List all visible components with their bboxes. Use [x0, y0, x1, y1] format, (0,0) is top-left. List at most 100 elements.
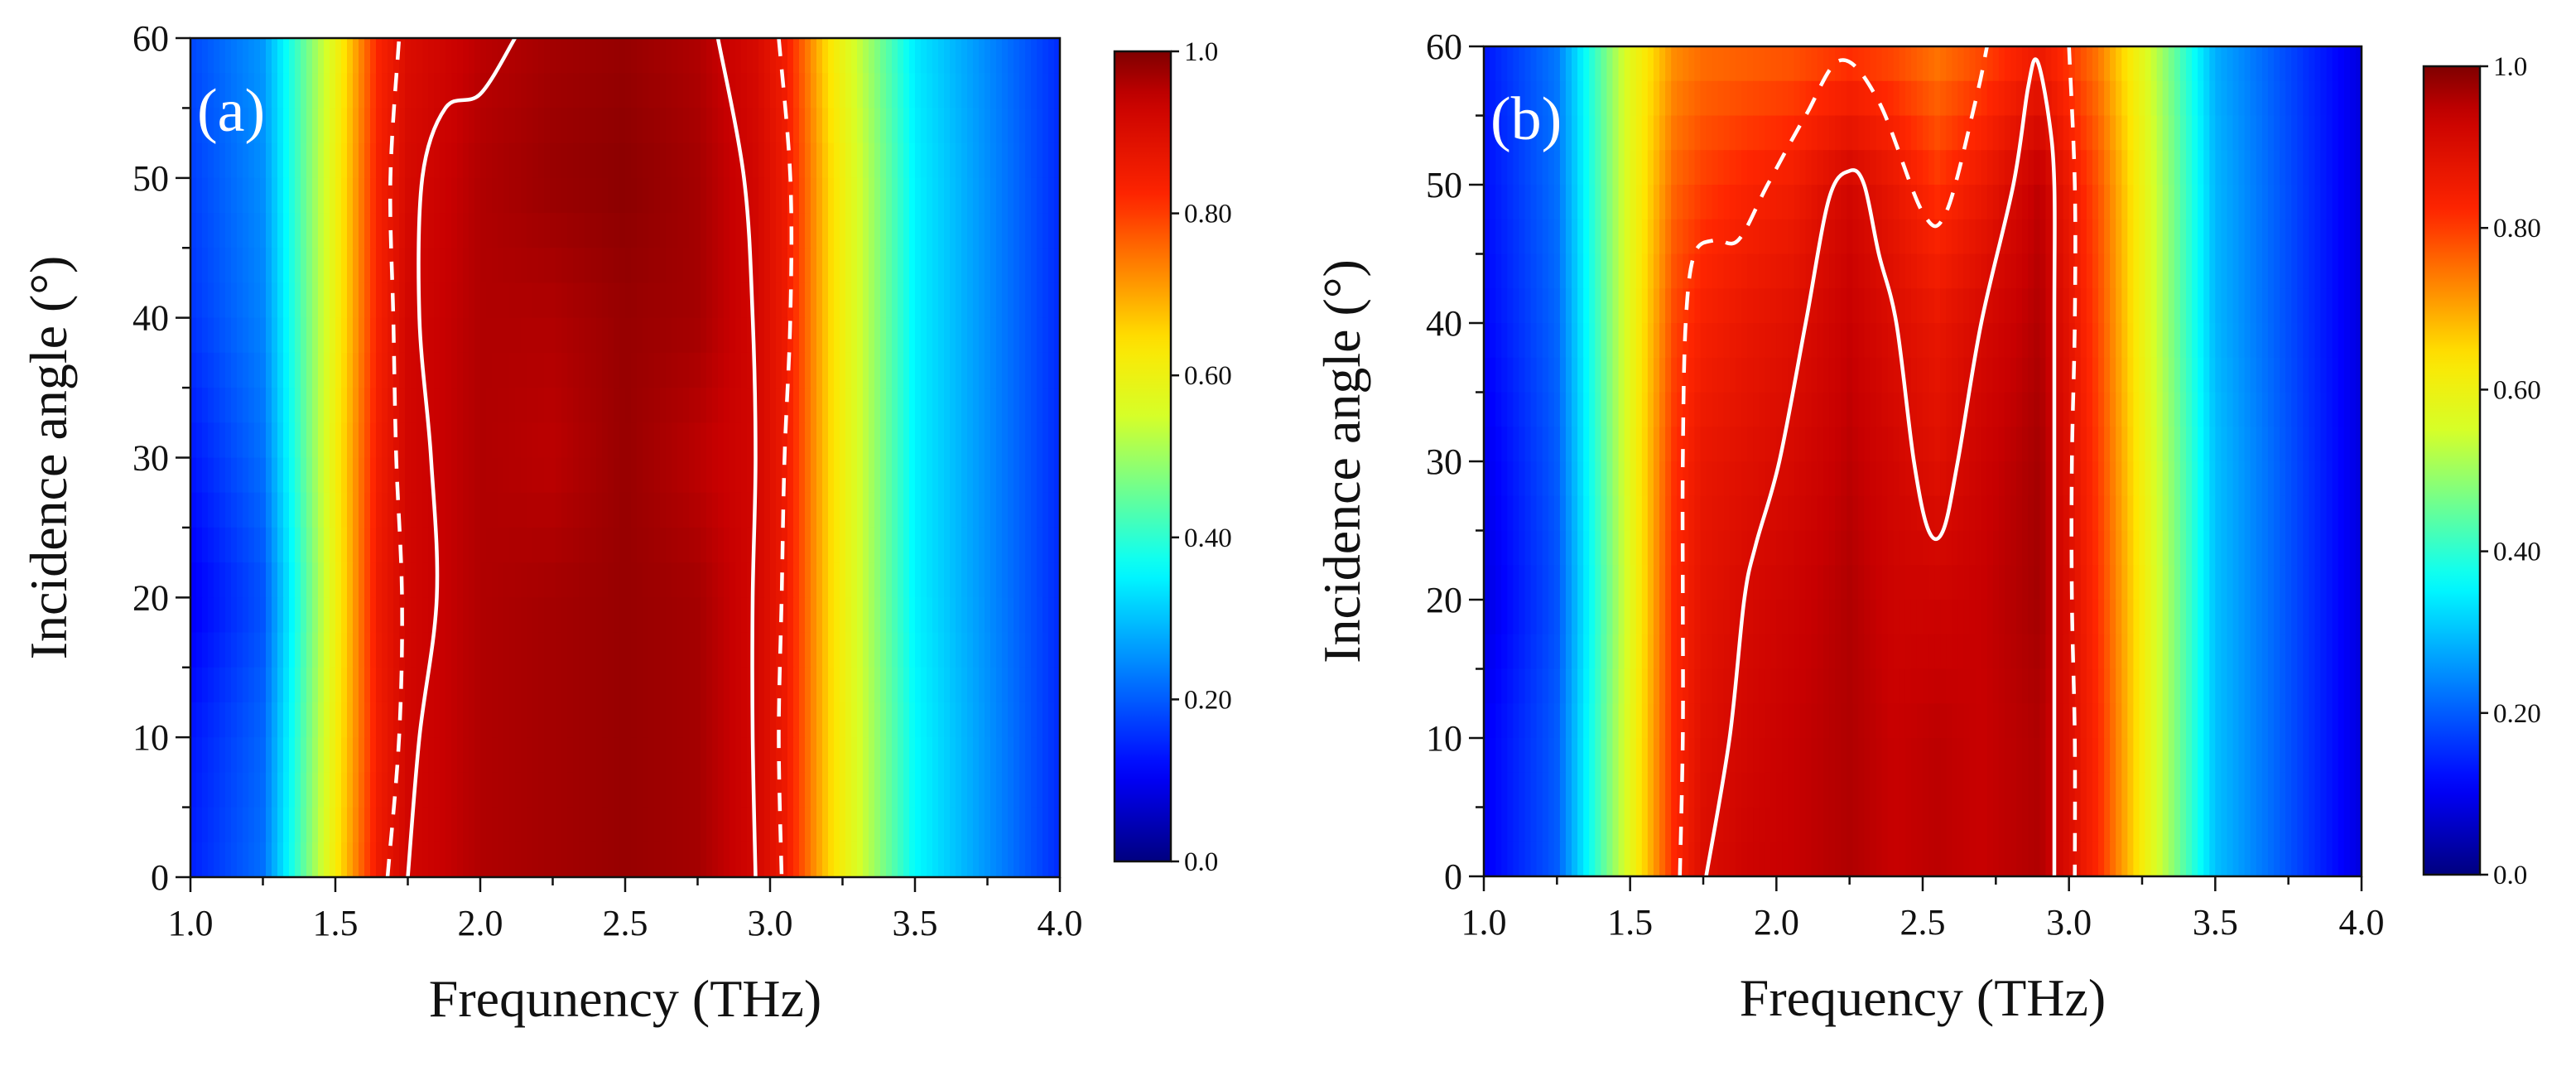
heatmap-cell [388, 492, 394, 528]
heatmap-cell [608, 142, 614, 179]
heatmap-cell [903, 807, 910, 843]
heatmap-cell [672, 457, 678, 494]
heatmap-cell [1037, 667, 1043, 703]
heatmap-cell [973, 108, 980, 144]
heatmap-cell [2068, 288, 2076, 324]
heatmap-cell [208, 632, 214, 668]
heatmap-cell [1031, 248, 1038, 284]
heatmap-cell [724, 492, 730, 528]
heatmap-cell [880, 38, 887, 75]
heatmap-cell [2022, 150, 2029, 186]
heatmap-cell [208, 597, 214, 634]
heatmap-cell [805, 597, 811, 634]
heatmap-cell [770, 492, 777, 528]
heatmap-cell [579, 702, 585, 738]
heatmap-cell [301, 108, 307, 144]
heatmap-cell [364, 73, 371, 109]
heatmap-cell [196, 142, 203, 179]
heatmap-cell [2203, 150, 2211, 186]
heatmap-cell [1835, 323, 1842, 359]
heatmap-cell [451, 317, 458, 354]
heatmap-cell [544, 352, 551, 388]
heatmap-cell [770, 317, 777, 354]
heatmap-cell [295, 282, 301, 319]
heatmap-cell [341, 737, 348, 774]
heatmap-cell [1858, 288, 1866, 324]
heatmap-cell [2121, 80, 2129, 117]
heatmap-cell [834, 772, 840, 808]
heatmap-cell [231, 562, 238, 599]
heatmap-cell [1986, 150, 1994, 186]
heatmap-cell [985, 667, 991, 703]
heatmap-cell [2261, 185, 2269, 220]
heatmap-cell [196, 492, 203, 528]
heatmap-cell [277, 457, 284, 494]
heatmap-cell [1536, 185, 1543, 220]
heatmap-cell [266, 807, 272, 843]
heatmap-cell [845, 492, 852, 528]
heatmap-cell [967, 108, 974, 144]
heatmap-cell [335, 702, 342, 738]
heatmap-cell [2232, 253, 2240, 290]
heatmap-cell [1899, 219, 1906, 255]
heatmap-cell [938, 73, 945, 109]
heatmap-cell [834, 248, 840, 284]
heatmap-cell [2221, 288, 2228, 324]
heatmap-cell [2291, 80, 2299, 117]
heatmap-cell [695, 597, 701, 634]
heatmap-cell [283, 108, 290, 144]
heatmap-cell [422, 737, 429, 774]
heatmap-cell [2010, 288, 2017, 324]
heatmap-cell [544, 562, 551, 599]
heatmap-cell [521, 388, 527, 424]
heatmap-cell [1595, 323, 1602, 359]
heatmap-cell [880, 317, 887, 354]
heatmap-cell [1524, 46, 1532, 82]
heatmap-cell [608, 282, 614, 319]
heatmap-cell [359, 422, 365, 459]
heatmap-cell [950, 492, 956, 528]
heatmap-cell [1031, 317, 1038, 354]
heatmap-cell [1822, 288, 1830, 324]
heatmap-cell [498, 632, 504, 668]
heatmap-cell [289, 422, 296, 459]
heatmap-cell [758, 213, 765, 249]
heatmap-cell [474, 632, 481, 668]
heatmap-cell [359, 632, 365, 668]
heatmap-cell [434, 632, 441, 668]
heatmap-cell [335, 527, 342, 563]
heatmap-cell [556, 457, 562, 494]
heatmap-cell [2285, 46, 2292, 82]
heatmap-cell [637, 807, 643, 843]
heatmap-cell [503, 108, 510, 144]
heatmap-cell [608, 842, 614, 877]
heatmap-cell [2080, 80, 2087, 117]
heatmap-cell [376, 772, 383, 808]
heatmap-cell [903, 248, 910, 284]
heatmap-cell [2150, 288, 2158, 324]
heatmap-cell [590, 807, 597, 843]
heatmap-cell [486, 388, 493, 424]
heatmap-cell [1899, 150, 1906, 186]
heatmap-cell [590, 492, 597, 528]
heatmap-cell [399, 213, 406, 249]
heatmap-cell [793, 282, 800, 319]
heatmap-cell [1940, 150, 1948, 186]
heatmap-cell [1048, 527, 1055, 563]
heatmap-cell [973, 142, 980, 179]
heatmap-cell [2004, 323, 2011, 359]
heatmap-cell [1870, 80, 1877, 117]
heatmap-cell [2068, 253, 2076, 290]
heatmap-cell [776, 352, 782, 388]
heatmap-cell [521, 38, 527, 75]
heatmap-cell [996, 142, 1003, 179]
heatmap-cell [254, 38, 261, 75]
heatmap-cell [1553, 288, 1561, 324]
heatmap-cell [567, 527, 574, 563]
heatmap-cell [979, 842, 985, 877]
heatmap-cell [324, 842, 330, 877]
heatmap-cell [637, 142, 643, 179]
heatmap-cell [1782, 80, 1789, 117]
heatmap-cell [538, 282, 545, 319]
heatmap-cell [382, 667, 388, 703]
